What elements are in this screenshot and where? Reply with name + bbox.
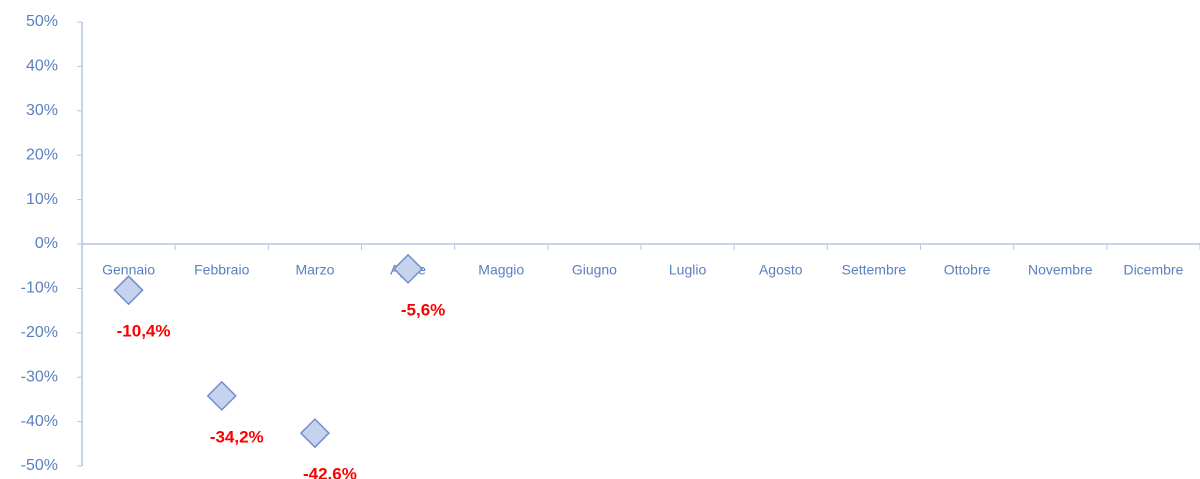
x-tick-label: Marzo: [295, 262, 334, 278]
x-tick-label: Agosto: [759, 262, 803, 278]
data-label: -5,6%: [401, 300, 445, 319]
y-tick-label: 0%: [35, 235, 58, 252]
x-tick-label: Gennaio: [102, 262, 155, 278]
marker: [206, 380, 237, 411]
marker: [299, 418, 330, 449]
data-label: -34,2%: [210, 427, 264, 446]
y-tick-label: -10%: [21, 280, 58, 297]
y-tick-label: 30%: [26, 102, 58, 119]
x-tick-label: Novembre: [1028, 262, 1093, 278]
data-label: -42,6%: [303, 465, 357, 479]
y-tick-label: 40%: [26, 58, 58, 75]
y-tick-label: -50%: [21, 457, 58, 474]
x-tick-label: Giugno: [572, 262, 617, 278]
x-tick-label: Settembre: [842, 262, 907, 278]
x-tick-label: Dicembre: [1123, 262, 1183, 278]
marker: [393, 253, 424, 284]
x-tick-label: Maggio: [478, 262, 524, 278]
data-label: -10,4%: [117, 322, 171, 341]
y-tick-label: 20%: [26, 146, 58, 163]
y-tick-label: -30%: [21, 368, 58, 385]
y-tick-label: 50%: [26, 13, 58, 30]
y-tick-label: -20%: [21, 324, 58, 341]
x-tick-label: Ottobre: [944, 262, 991, 278]
y-tick-label: 10%: [26, 191, 58, 208]
marker: [113, 275, 144, 306]
y-tick-label: -40%: [21, 413, 58, 430]
x-tick-label: Luglio: [669, 262, 707, 278]
x-tick-label: Febbraio: [194, 262, 249, 278]
